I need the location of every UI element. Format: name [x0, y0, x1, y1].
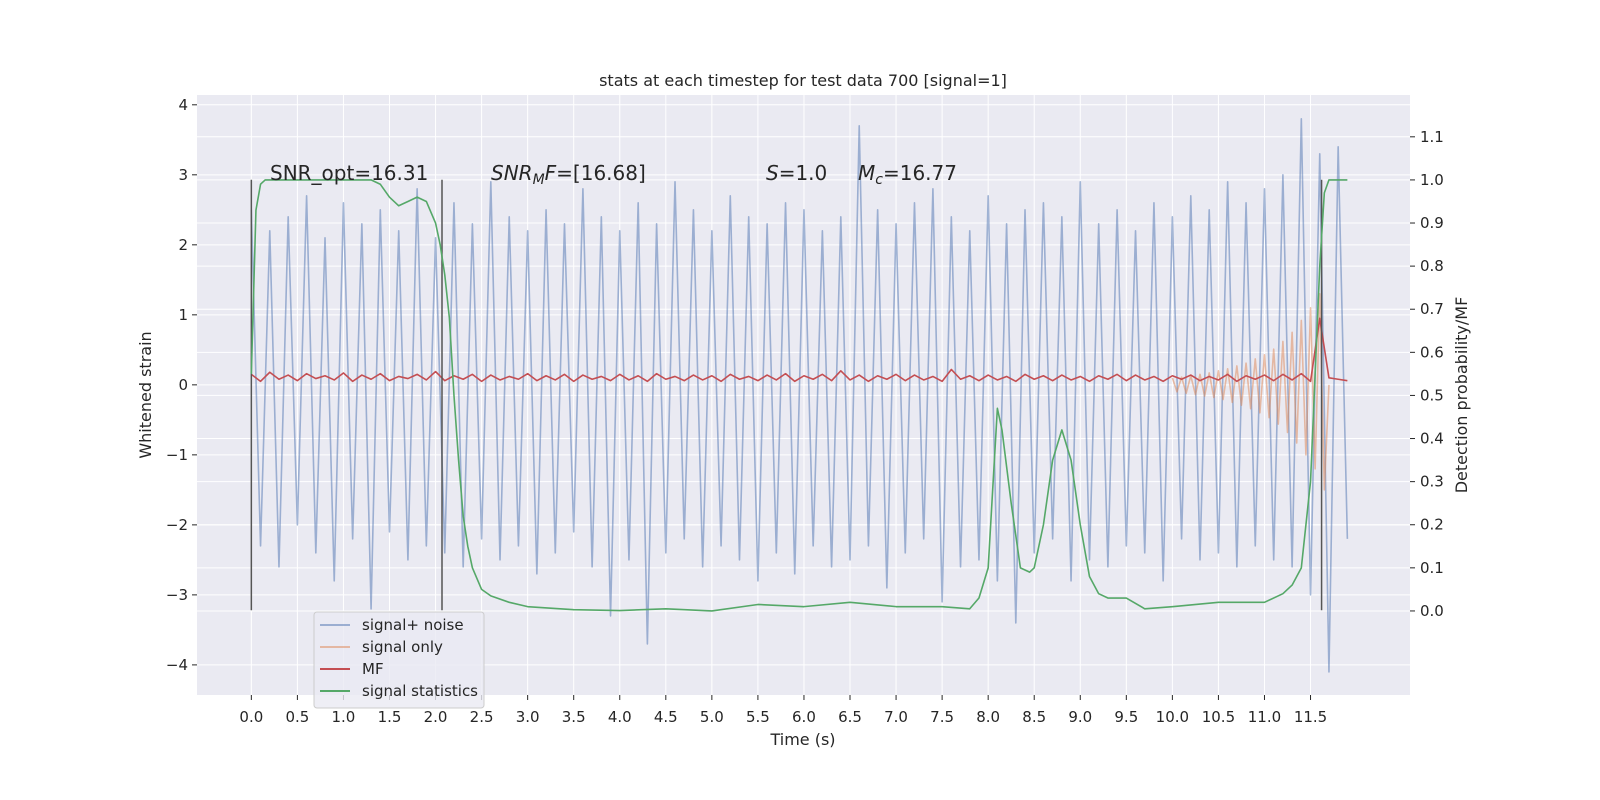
- x-tick-label: 3.0: [516, 708, 540, 726]
- y2-tick-label: 0.0: [1420, 602, 1444, 620]
- annotation-part: F: [545, 161, 557, 185]
- series-line: [250, 317, 1348, 383]
- x-tick-label: 6.0: [792, 708, 816, 726]
- legend-label: MF: [362, 660, 384, 678]
- annotation: SNRMF=[16.68]: [491, 161, 646, 188]
- x-tick-label: 10.0: [1156, 708, 1189, 726]
- y-tick-label: 1: [178, 306, 188, 324]
- x-tick-label: 5.5: [746, 708, 770, 726]
- x-tick-label: 8.5: [1022, 708, 1046, 726]
- x-tick-label: 2.5: [470, 708, 494, 726]
- x-tick-label: 0.0: [239, 708, 263, 726]
- y2-tick-label: 1.1: [1420, 128, 1444, 146]
- annotation-part: SNR_opt=16.31: [270, 161, 428, 185]
- x-tick-label: 7.0: [884, 708, 908, 726]
- x-axis-label: Time (s): [769, 730, 835, 749]
- series-line: [1171, 293, 1330, 491]
- annotation-part: =1.0: [779, 161, 828, 185]
- y-tick-label: −1: [166, 446, 188, 464]
- x-tick-label: 4.5: [654, 708, 678, 726]
- y2-tick-label: 0.5: [1420, 386, 1444, 404]
- x-tick-label: 3.5: [562, 708, 586, 726]
- legend-label: signal only: [362, 638, 443, 656]
- annotation: Mc=16.77: [858, 161, 957, 188]
- x-tick-label: 9.0: [1068, 708, 1092, 726]
- x-tick-label: 11.0: [1248, 708, 1281, 726]
- x-tick-label: 1.5: [378, 708, 402, 726]
- legend-label: signal statistics: [362, 682, 478, 700]
- y2-tick-label: 1.0: [1420, 171, 1444, 189]
- y-tick-label: 4: [178, 96, 188, 114]
- legend-label: signal+ noise: [362, 616, 464, 634]
- x-tick-label: 11.5: [1294, 708, 1327, 726]
- y2-tick-label: 0.8: [1420, 257, 1444, 275]
- y-tick-label: 2: [178, 236, 188, 254]
- series-line: [250, 179, 1348, 612]
- y2-tick-label: 0.4: [1420, 430, 1444, 448]
- x-tick-label: 7.5: [930, 708, 954, 726]
- annotation-part: S: [766, 161, 779, 185]
- series-line: [250, 118, 1349, 673]
- x-tick-label: 1.0: [332, 708, 356, 726]
- y-tick-label: 0: [178, 376, 188, 394]
- y2-tick-label: 0.3: [1420, 473, 1444, 491]
- x-tick-label: 10.5: [1202, 708, 1235, 726]
- chart-title: stats at each timestep for test data 700…: [599, 71, 1007, 90]
- x-tick-label: 6.5: [838, 708, 862, 726]
- x-tick-label: 4.0: [608, 708, 632, 726]
- y2-tick-label: 0.7: [1420, 300, 1444, 318]
- y2-tick-label: 0.1: [1420, 559, 1444, 577]
- x-tick-label: 8.0: [976, 708, 1000, 726]
- x-tick-label: 9.5: [1114, 708, 1138, 726]
- annotation-part: =16.77: [883, 161, 957, 185]
- annotation-part: M: [533, 172, 545, 188]
- y2-tick-label: 0.2: [1420, 516, 1444, 534]
- y-tick-label: −3: [166, 586, 188, 604]
- annotation-part: M: [858, 161, 875, 185]
- y2-tick-label: 0.6: [1420, 343, 1444, 361]
- x-tick-label: 2.0: [424, 708, 448, 726]
- y-tick-label: −2: [166, 516, 188, 534]
- annotation: S=1.0: [766, 161, 827, 185]
- annotation-part: =[16.68]: [556, 161, 646, 185]
- legend-box: [313, 611, 485, 709]
- y-axis-label: Whitened strain: [136, 331, 155, 458]
- y2-tick-label: 0.9: [1420, 214, 1444, 232]
- y-tick-label: 3: [178, 166, 188, 184]
- annotation-part: SNR: [491, 161, 533, 185]
- y-tick-label: −4: [166, 656, 188, 674]
- annotation: SNR_opt=16.31: [270, 161, 428, 185]
- y2-axis-label: Detection probability/MF: [1452, 297, 1471, 494]
- x-tick-label: 0.5: [285, 708, 309, 726]
- x-tick-label: 5.0: [700, 708, 724, 726]
- annotation-part: c: [875, 172, 883, 188]
